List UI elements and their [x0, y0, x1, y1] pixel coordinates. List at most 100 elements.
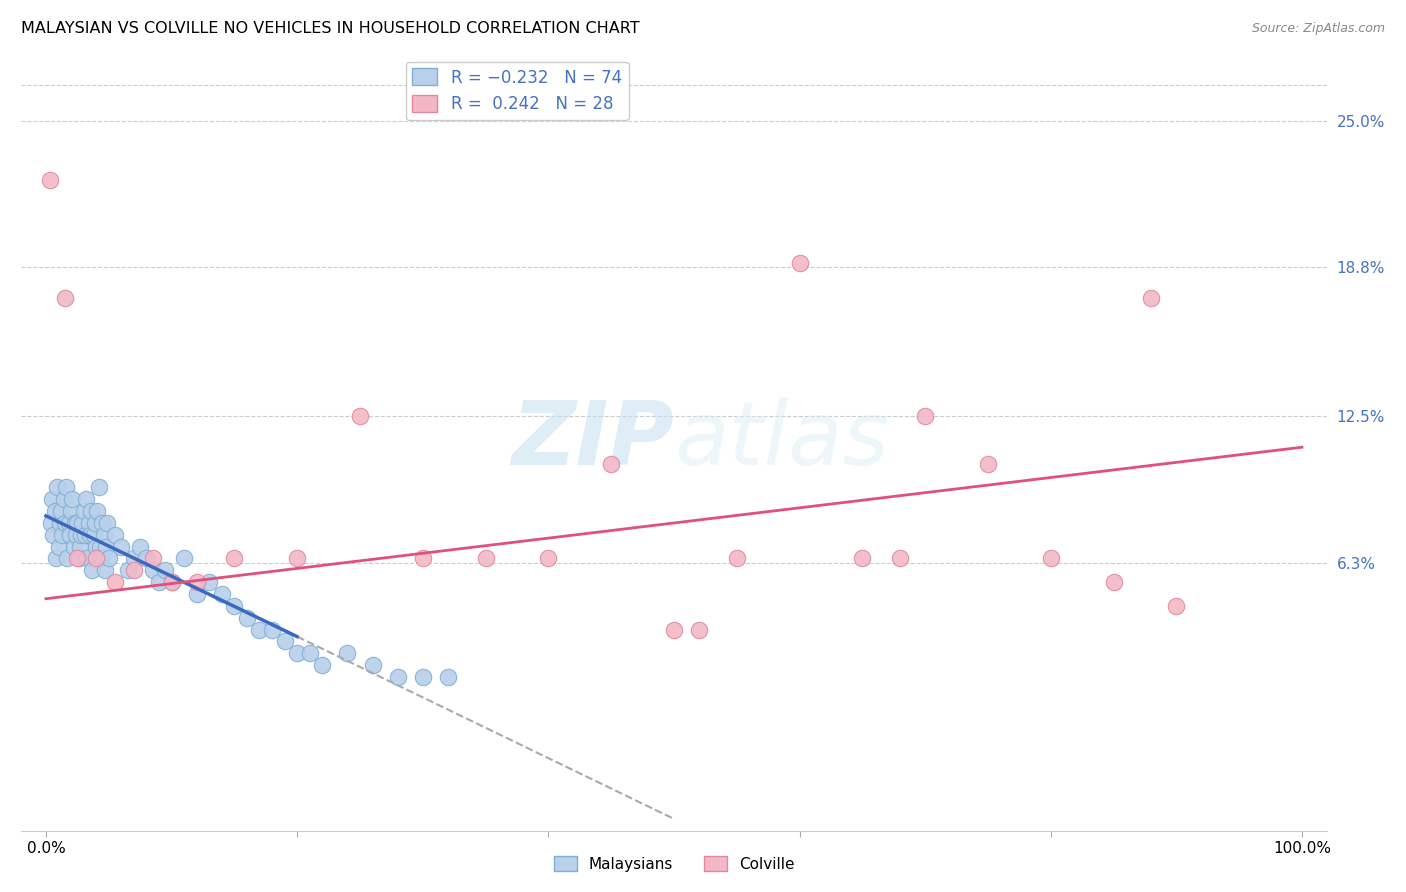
Point: [79, 528, 101, 542]
Point: [51, 528, 73, 542]
Point: [160, 575, 183, 590]
Point: [110, 540, 132, 554]
Point: [117, 563, 139, 577]
Point: [66, 551, 89, 566]
Point: [336, 646, 359, 660]
Point: [42, 528, 65, 542]
Point: [851, 551, 873, 566]
Point: [1166, 599, 1188, 613]
Text: ZIP: ZIP: [512, 397, 673, 483]
Point: [46, 480, 69, 494]
Point: [537, 551, 560, 566]
Point: [349, 409, 371, 424]
Point: [83, 528, 105, 542]
Point: [84, 551, 107, 566]
Point: [76, 551, 98, 566]
Point: [84, 540, 107, 554]
Point: [59, 528, 82, 542]
Point: [72, 516, 94, 530]
Point: [93, 528, 115, 542]
Text: Source: ZipAtlas.com: Source: ZipAtlas.com: [1251, 22, 1385, 36]
Point: [62, 540, 84, 554]
Point: [86, 504, 108, 518]
Point: [186, 575, 208, 590]
Point: [41, 492, 63, 507]
Point: [273, 634, 295, 648]
Point: [725, 551, 748, 566]
Point: [1102, 575, 1125, 590]
Point: [249, 623, 271, 637]
Point: [55, 480, 77, 494]
Point: [90, 551, 112, 566]
Point: [39, 516, 62, 530]
Point: [48, 540, 70, 554]
Point: [56, 551, 79, 566]
Point: [474, 551, 496, 566]
Point: [600, 457, 623, 471]
Point: [60, 492, 83, 507]
Point: [49, 504, 72, 518]
Point: [87, 480, 110, 494]
Point: [104, 575, 127, 590]
Point: [53, 291, 76, 305]
Point: [914, 409, 936, 424]
Point: [96, 516, 118, 530]
Point: [977, 457, 1000, 471]
Point: [412, 551, 434, 566]
Point: [155, 563, 177, 577]
Point: [65, 528, 87, 542]
Point: [285, 551, 308, 566]
Point: [129, 540, 152, 554]
Point: [688, 623, 710, 637]
Point: [104, 528, 127, 542]
Point: [75, 492, 97, 507]
Point: [1140, 291, 1163, 305]
Point: [148, 575, 170, 590]
Point: [94, 563, 117, 577]
Point: [198, 575, 221, 590]
Point: [82, 563, 104, 577]
Point: [38, 172, 60, 186]
Point: [311, 658, 333, 673]
Point: [662, 623, 685, 637]
Point: [77, 516, 100, 530]
Point: [44, 504, 66, 518]
Point: [1039, 551, 1062, 566]
Point: [135, 551, 157, 566]
Point: [72, 504, 94, 518]
Point: [66, 516, 89, 530]
Point: [70, 528, 93, 542]
Text: atlas: atlas: [673, 397, 889, 483]
Point: [260, 623, 283, 637]
Point: [67, 551, 90, 566]
Point: [73, 528, 96, 542]
Point: [63, 516, 86, 530]
Point: [789, 255, 811, 269]
Point: [58, 516, 80, 530]
Point: [45, 551, 67, 566]
Text: MALAYSIAN VS COLVILLE NO VEHICLES IN HOUSEHOLD CORRELATION CHART: MALAYSIAN VS COLVILLE NO VEHICLES IN HOU…: [21, 21, 640, 36]
Point: [186, 587, 208, 601]
Point: [889, 551, 911, 566]
Point: [298, 646, 321, 660]
Point: [361, 658, 384, 673]
Point: [69, 540, 91, 554]
Point: [84, 516, 107, 530]
Point: [236, 610, 259, 624]
Legend: Malaysians, Colville: Malaysians, Colville: [547, 849, 800, 878]
Point: [173, 551, 195, 566]
Point: [97, 551, 120, 566]
Point: [122, 563, 145, 577]
Point: [49, 516, 72, 530]
Point: [142, 551, 165, 566]
Point: [224, 551, 246, 566]
Point: [89, 540, 111, 554]
Point: [80, 504, 103, 518]
Point: [60, 504, 83, 518]
Point: [122, 551, 145, 566]
Point: [285, 646, 308, 660]
Point: [437, 670, 460, 684]
Point: [53, 516, 76, 530]
Point: [412, 670, 434, 684]
Point: [224, 599, 246, 613]
